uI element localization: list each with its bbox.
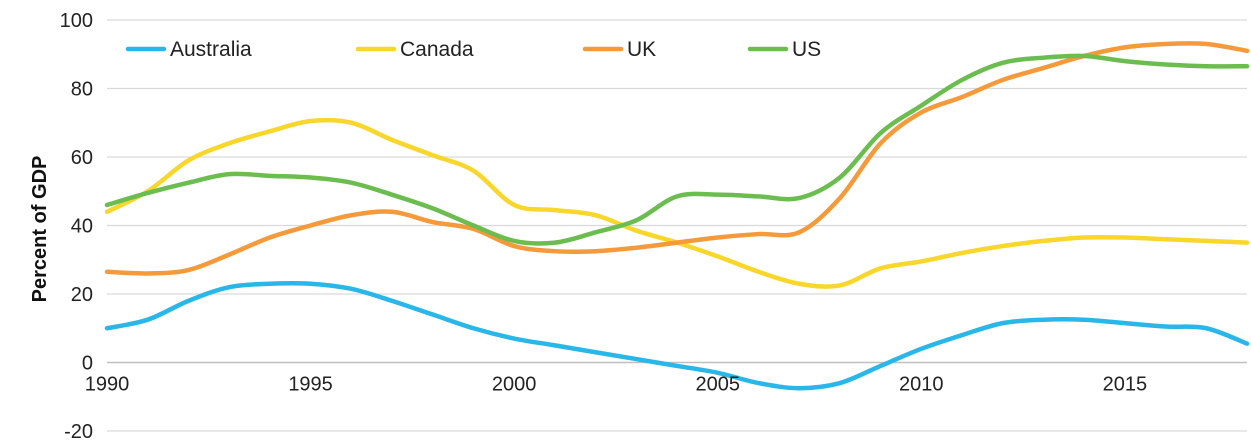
y-tick-label: -20 bbox=[64, 421, 93, 443]
y-tick-label: 60 bbox=[71, 147, 93, 169]
series-line-canada bbox=[104, 117, 1250, 289]
legend-label-us: US bbox=[792, 38, 821, 61]
x-tick-label: 2000 bbox=[492, 374, 537, 396]
series-line-us bbox=[104, 53, 1250, 246]
legend-label-uk: UK bbox=[627, 38, 656, 61]
y-tick-label: 80 bbox=[71, 79, 93, 101]
series-lines bbox=[104, 41, 1250, 391]
x-axis-ticks: 1990 1995 2000 2005 2010 2015 bbox=[85, 374, 1147, 396]
gridlines bbox=[107, 19, 1247, 432]
x-tick-label: 2015 bbox=[1103, 374, 1148, 396]
y-axis-ticks: -20 0 20 40 60 80 100 bbox=[60, 10, 93, 443]
legend-label-canada: Canada bbox=[400, 38, 474, 61]
legend: Australia Canada UK US bbox=[125, 38, 821, 61]
series-line-australia bbox=[104, 280, 1250, 391]
x-tick-label: 2010 bbox=[899, 374, 944, 396]
y-tick-label: 40 bbox=[71, 216, 93, 238]
y-tick-label: 0 bbox=[82, 353, 93, 375]
y-tick-label: 100 bbox=[60, 10, 93, 32]
y-axis-title: Percent of GDP bbox=[29, 156, 51, 303]
x-tick-label: 2005 bbox=[695, 374, 740, 396]
x-tick-label: 1990 bbox=[85, 374, 130, 396]
legend-label-australia: Australia bbox=[170, 38, 252, 61]
series-line-uk bbox=[104, 41, 1250, 276]
x-tick-label: 1995 bbox=[288, 374, 333, 396]
y-tick-label: 20 bbox=[71, 284, 93, 306]
